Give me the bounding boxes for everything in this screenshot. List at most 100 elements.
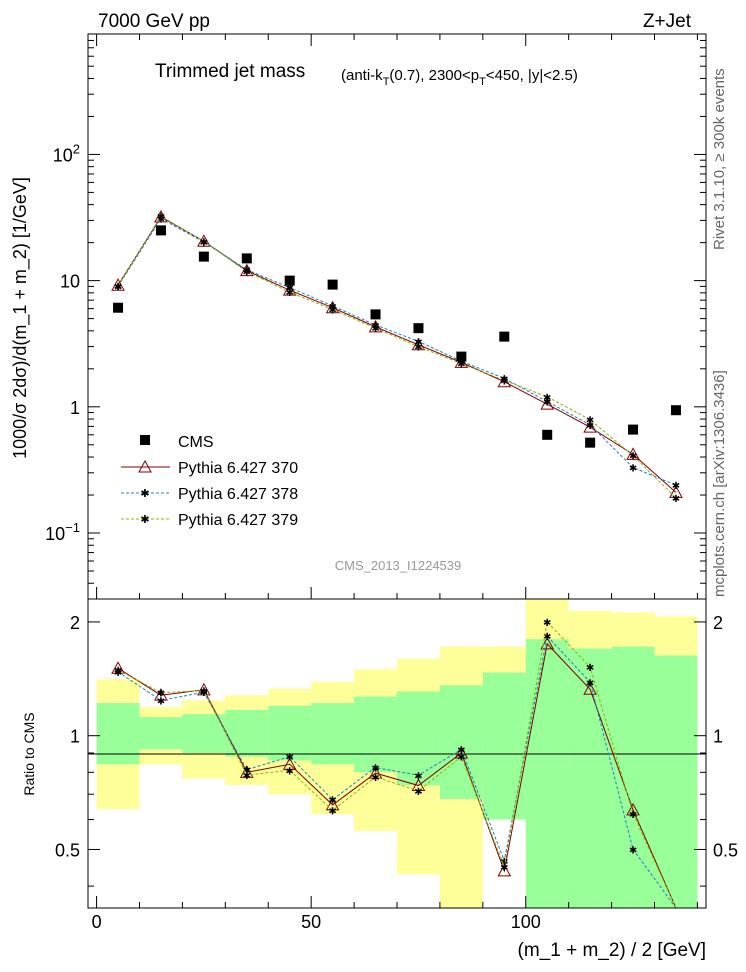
ratio-marker-2: ✱ xyxy=(543,618,551,629)
cms-point xyxy=(542,429,553,440)
series-marker-1: ✱ xyxy=(243,266,251,277)
x-tick-label: 100 xyxy=(511,912,541,932)
chart-title-main: Trimmed jet mass xyxy=(155,61,305,82)
legend: CMS Pythia 6.427 370 ✱ Pythia 6.427 378 … xyxy=(121,434,298,529)
ratio-tick-label-left: 1 xyxy=(70,727,80,747)
series-marker-0 xyxy=(583,420,597,433)
ratio-y-label: Ratio to CMS xyxy=(21,712,37,795)
ratio-marker-2: ✱ xyxy=(328,806,336,817)
band-inner xyxy=(654,655,698,908)
y-axis-label: 1000/σ 2dσ)/d(m_1 + m_2) [1/GeV] xyxy=(10,177,31,459)
series-marker-1: ✱ xyxy=(543,398,551,409)
ratio-tick-label-right: 0.5 xyxy=(713,840,738,860)
cms-point xyxy=(370,309,381,320)
cms-point xyxy=(628,424,639,435)
series-marker-1: ✱ xyxy=(114,282,122,293)
series-marker-2: ✱ xyxy=(500,376,508,387)
analysis-watermark: CMS_2013_I1224539 xyxy=(335,558,462,573)
ratio-marker-1: ✱ xyxy=(200,688,208,699)
title-sub-b: (0.7), 2300<p xyxy=(389,67,479,84)
series-marker-0 xyxy=(411,337,426,351)
cms-point xyxy=(284,275,295,286)
cms-point xyxy=(241,253,252,264)
x-tick-label: 50 xyxy=(301,912,321,932)
ratio-marker-0 xyxy=(368,766,383,779)
ratio-marker-0 xyxy=(497,863,512,877)
series-line-2 xyxy=(117,215,677,499)
x-tick-label: 0 xyxy=(92,912,102,932)
rivet-label: Rivet 3.1.10, ≥ 300k events xyxy=(711,68,728,250)
ratio-panel: ✱✱✱✱✱✱✱✱✱✱✱✱✱✱✱ ✱✱ ✱✱✱✱✱✱✱✱✱ 0 50 100 0.5 0.5 1… xyxy=(21,598,738,961)
band-inner xyxy=(182,714,226,753)
legend-370: Pythia 6.427 370 xyxy=(178,460,298,477)
cms-point xyxy=(198,251,209,262)
series-marker-1: ✱ xyxy=(414,337,422,348)
y-tick-base: 10 xyxy=(45,524,65,544)
header-left: 7000 GeV pp xyxy=(98,11,210,32)
ratio-marker-0 xyxy=(239,765,254,778)
y-tick-label: 1 xyxy=(70,398,80,418)
y-tick-base: 10 xyxy=(53,145,73,165)
cms-point xyxy=(670,405,681,416)
band-inner xyxy=(354,696,397,773)
ratio-line-1 xyxy=(117,635,677,909)
series-marker-2: ✱ xyxy=(414,343,422,354)
ratio-marker-1: ✱ xyxy=(286,753,294,764)
ratio-marker-2: ✱ xyxy=(200,687,208,698)
series-marker-0 xyxy=(111,278,125,291)
series-marker-2: ✱ xyxy=(328,306,336,317)
series-marker-1: ✱ xyxy=(328,302,336,313)
ratio-marker-1: ✱ xyxy=(371,763,379,774)
ratio-ticks: 0 50 100 0.5 0.5 1 1 2 2 xyxy=(55,613,738,932)
cms-data-points xyxy=(113,225,681,448)
ratio-tick-label-right: 1 xyxy=(713,727,723,747)
ratio-marker-1: ✱ xyxy=(157,696,165,707)
legend-cms-marker xyxy=(140,435,150,445)
band-inner xyxy=(525,639,569,908)
series-marker-0 xyxy=(626,447,640,460)
y-tick-exponent: 2 xyxy=(73,141,80,156)
ratio-marker-0 xyxy=(540,636,555,650)
ratio-tick-label-left: 2 xyxy=(70,613,80,633)
uncertainty-bands xyxy=(96,599,698,908)
band-inner xyxy=(397,691,440,786)
series-marker-1: ✱ xyxy=(586,421,594,432)
y-tick-label: 10 xyxy=(60,272,80,292)
series-marker-2: ✱ xyxy=(629,452,637,463)
cms-point xyxy=(113,302,124,313)
band-inner xyxy=(482,672,526,820)
series-marker-2: ✱ xyxy=(157,212,165,223)
ratio-marker-1: ✱ xyxy=(543,632,551,643)
ratio-marker-1: ✱ xyxy=(629,845,637,856)
series-marker-2: ✱ xyxy=(457,360,465,371)
ratio-marker-2: ✱ xyxy=(629,810,637,821)
ratio-marker-0 xyxy=(197,682,211,696)
series-marker-1: ✱ xyxy=(157,215,165,226)
series-marker-2: ✱ xyxy=(586,416,594,427)
ratio-marker-0 xyxy=(111,661,125,674)
series-marker-0 xyxy=(669,485,683,498)
ratio-series: ✱✱✱✱✱✱✱✱✱✱✱✱✱✱✱ ✱✱ ✱✱✱✱✱✱✱✱✱ xyxy=(111,618,677,909)
legend-378: Pythia 6.427 378 xyxy=(178,486,298,503)
series-marker-2: ✱ xyxy=(114,282,122,293)
title-sub-t1: T xyxy=(383,76,390,88)
ratio-tick-label-right: 2 xyxy=(713,613,723,633)
ratio-marker-1: ✱ xyxy=(500,857,508,868)
ratio-line-0 xyxy=(117,642,677,909)
band-inner xyxy=(268,705,312,761)
cms-point xyxy=(327,279,338,290)
y-tick-label: 102 xyxy=(53,141,80,165)
series-marker-0 xyxy=(154,209,168,223)
series-marker-1: ✱ xyxy=(371,321,379,332)
ratio-marker-2: ✱ xyxy=(243,771,251,782)
series-marker-0 xyxy=(282,283,297,296)
band-inner xyxy=(225,709,269,757)
legend-378-marker: ✱ xyxy=(140,488,149,500)
legend-370-marker xyxy=(138,459,152,473)
ratio-marker-2: ✱ xyxy=(414,787,422,798)
cms-point xyxy=(456,351,467,362)
series-marker-2: ✱ xyxy=(286,288,294,299)
ratio-marker-1: ✱ xyxy=(328,796,336,807)
ratio-marker-1: ✱ xyxy=(586,678,594,689)
